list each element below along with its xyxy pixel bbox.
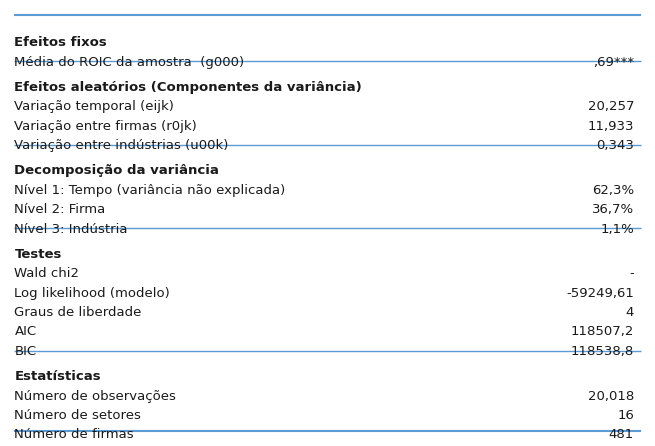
Text: Wald chi2: Wald chi2 xyxy=(14,267,79,280)
Text: 20,018: 20,018 xyxy=(588,389,634,403)
Text: 36,7%: 36,7% xyxy=(592,203,634,216)
Text: 118538,8: 118538,8 xyxy=(571,345,634,358)
Text: Efeitos aleatórios (Componentes da variância): Efeitos aleatórios (Componentes da variâ… xyxy=(14,81,362,94)
Text: 481: 481 xyxy=(608,428,634,442)
Text: 4: 4 xyxy=(626,306,634,319)
Text: Número de firmas: Número de firmas xyxy=(14,428,134,442)
Text: -59249,61: -59249,61 xyxy=(566,287,634,300)
Text: Decomposição da variância: Decomposição da variância xyxy=(14,164,219,178)
Text: ,69***: ,69*** xyxy=(593,56,634,69)
Text: Graus de liberdade: Graus de liberdade xyxy=(14,306,142,319)
Text: Log likelihood (modelo): Log likelihood (modelo) xyxy=(14,287,170,300)
Text: Número de setores: Número de setores xyxy=(14,409,141,422)
Text: Variação entre firmas (r0jk): Variação entre firmas (r0jk) xyxy=(14,120,197,133)
Text: 20,257: 20,257 xyxy=(588,100,634,113)
Text: Nível 2: Firma: Nível 2: Firma xyxy=(14,203,105,216)
Text: Nível 3: Indústria: Nível 3: Indústria xyxy=(14,223,128,235)
Text: Variação entre indústrias (u00k): Variação entre indústrias (u00k) xyxy=(14,139,229,152)
Text: Número de observações: Número de observações xyxy=(14,389,176,403)
Text: AIC: AIC xyxy=(14,326,37,339)
Text: 118507,2: 118507,2 xyxy=(571,326,634,339)
Text: 11,933: 11,933 xyxy=(588,120,634,133)
Text: Variação temporal (eijk): Variação temporal (eijk) xyxy=(14,100,174,113)
Text: Nível 1: Tempo (variância não explicada): Nível 1: Tempo (variância não explicada) xyxy=(14,184,286,197)
Text: 1,1%: 1,1% xyxy=(600,223,634,235)
Text: Média do ROIC da amostra  (g000): Média do ROIC da amostra (g000) xyxy=(14,56,244,69)
Text: -: - xyxy=(629,267,634,280)
Text: Efeitos fixos: Efeitos fixos xyxy=(14,36,107,49)
Text: 62,3%: 62,3% xyxy=(592,184,634,197)
Text: Estatísticas: Estatísticas xyxy=(14,370,101,383)
Text: 16: 16 xyxy=(617,409,634,422)
Text: BIC: BIC xyxy=(14,345,37,358)
Text: Testes: Testes xyxy=(14,248,62,261)
Text: 0,343: 0,343 xyxy=(596,139,634,152)
